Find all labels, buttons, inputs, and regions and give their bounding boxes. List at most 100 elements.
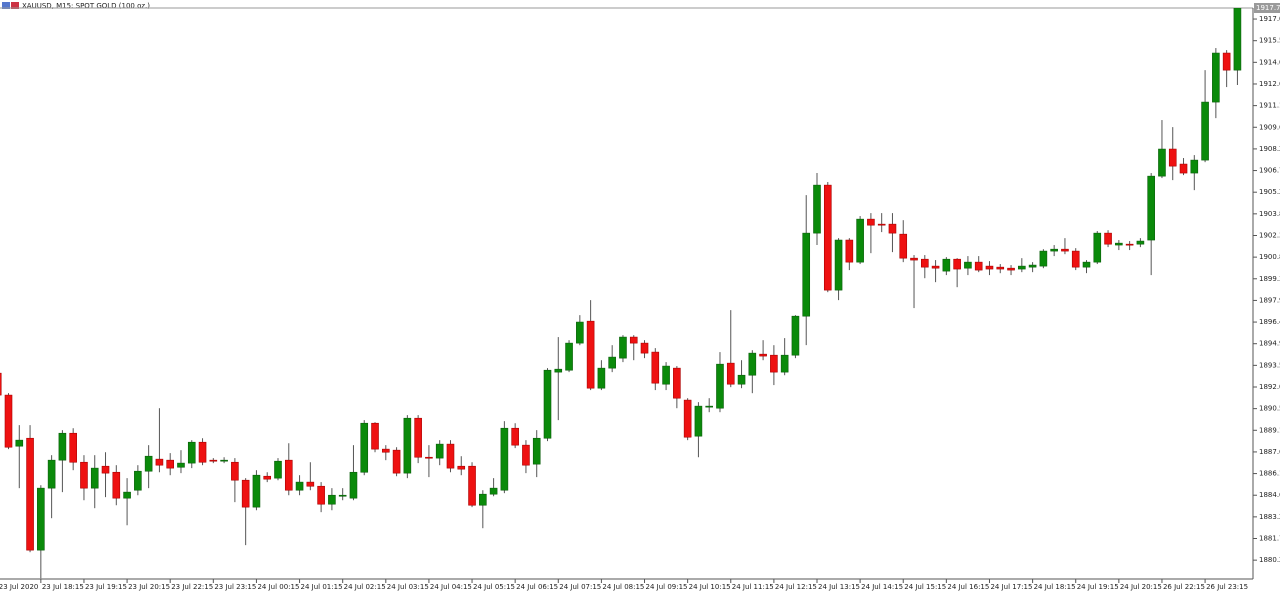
- candle-body: [155, 458, 164, 466]
- x-tick-label: 24 Jul 19:15: [1077, 583, 1119, 591]
- candle-body: [252, 474, 261, 508]
- candle-body: [1158, 148, 1166, 177]
- candle-body: [1018, 265, 1026, 270]
- candle-body: [985, 265, 994, 270]
- candle-body: [134, 470, 142, 491]
- candle-body: [90, 467, 99, 489]
- candle-body: [479, 493, 487, 506]
- x-tick-label: 24 Jul 05:15: [473, 583, 515, 591]
- y-tick-label: 1884.69: [1259, 491, 1280, 499]
- candle-body: [489, 487, 498, 495]
- candle-body: [964, 261, 972, 269]
- candle-body: [813, 184, 821, 234]
- candle-body: [1050, 248, 1058, 252]
- candle-body: [1028, 264, 1037, 268]
- last-price-box: [1254, 3, 1280, 13]
- y-tick-label: 1892.04: [1259, 383, 1280, 391]
- candle-body: [435, 443, 444, 459]
- candle-body: [69, 432, 77, 463]
- candle-body: [845, 239, 854, 263]
- chart-title: XAUUSD, M15: SPOT GOLD (100 oz.): [22, 2, 150, 10]
- candle-body: [716, 363, 724, 409]
- candle-body: [565, 342, 573, 371]
- candle-body: [554, 368, 563, 373]
- candle-body: [414, 417, 422, 458]
- candle-body: [187, 441, 196, 464]
- candle-body: [899, 233, 908, 259]
- candle-body: [47, 459, 56, 489]
- x-tick-label: 24 Jul 02:15: [344, 583, 386, 591]
- candle-body: [780, 354, 789, 373]
- y-tick-label: 1902.33: [1259, 231, 1280, 239]
- candle-body: [263, 475, 272, 480]
- candle-body: [37, 487, 45, 551]
- candle-body: [651, 351, 660, 384]
- candle-body: [597, 367, 606, 389]
- candle-body: [0, 372, 2, 396]
- candle-body: [1125, 243, 1134, 246]
- candle-body: [1168, 148, 1177, 167]
- x-tick-label: 23 Jul 23:15: [214, 583, 256, 591]
- candle-body: [306, 481, 315, 487]
- candle-body: [1007, 267, 1015, 271]
- symbol-icon: [2, 2, 19, 9]
- candle-body: [371, 422, 379, 450]
- candle-body: [511, 427, 519, 446]
- candle-body: [381, 448, 390, 453]
- candle-body: [425, 456, 433, 459]
- candle-body: [910, 257, 918, 261]
- candle-body: [26, 437, 34, 551]
- x-tick-label: 24 Jul 11:15: [732, 583, 774, 591]
- candle-body: [144, 455, 153, 472]
- y-tick-label: 1881.75: [1259, 535, 1280, 543]
- candle-body: [683, 399, 692, 438]
- candle-body: [241, 479, 250, 508]
- y-tick-label: 1899.39: [1259, 275, 1280, 283]
- x-tick-label: 24 Jul 17:15: [990, 583, 1032, 591]
- x-tick-label: 24 Jul 12:15: [775, 583, 817, 591]
- candle-body: [1190, 159, 1199, 174]
- candle-body: [15, 439, 24, 447]
- x-tick-label: 24 Jul 06:15: [516, 583, 558, 591]
- candle-body: [920, 258, 929, 268]
- candle-body: [522, 444, 530, 466]
- candle-body: [360, 422, 369, 473]
- candle-body: [220, 459, 228, 462]
- candle-body: [295, 481, 304, 491]
- x-tick-label: 24 Jul 16:15: [947, 583, 989, 591]
- candle-body: [867, 218, 875, 226]
- x-tick-label: 26 Jul 22:15: [1163, 583, 1205, 591]
- candle-body: [726, 362, 735, 385]
- y-tick-label: 1917.03: [1259, 15, 1280, 23]
- y-tick-label: 1890.57: [1259, 405, 1280, 413]
- candle-body: [274, 460, 282, 479]
- y-tick-label: 1915.56: [1259, 37, 1280, 45]
- candle-body: [403, 417, 412, 474]
- candle-body: [748, 352, 757, 376]
- x-tick-label: 24 Jul 07:15: [559, 583, 601, 591]
- candle-body: [123, 491, 131, 499]
- x-tick-label: 23 Jul 18:15: [42, 583, 84, 591]
- candle-body: [823, 184, 832, 291]
- candle-body: [694, 405, 703, 437]
- candles: [0, 8, 1242, 579]
- y-tick-label: 1912.62: [1259, 80, 1280, 88]
- candle-body: [953, 258, 961, 270]
- y-tick-label: 1908.21: [1259, 145, 1280, 153]
- candle-body: [177, 462, 185, 468]
- y-tick-label: 1893.51: [1259, 361, 1280, 369]
- candle-body: [931, 265, 940, 269]
- y-tick-label: 1886.16: [1259, 470, 1280, 478]
- candle-body: [759, 353, 767, 357]
- candle-body: [856, 218, 864, 263]
- candle-body: [349, 471, 358, 499]
- candle-body: [1179, 163, 1188, 174]
- candle-body: [1093, 232, 1102, 263]
- y-tick-label: 1896.45: [1259, 318, 1280, 326]
- candle-body: [877, 223, 886, 226]
- candle-body: [1222, 52, 1231, 71]
- x-tick-label: 24 Jul 08:15: [602, 583, 644, 591]
- x-tick-label: 24 Jul 15:15: [904, 583, 946, 591]
